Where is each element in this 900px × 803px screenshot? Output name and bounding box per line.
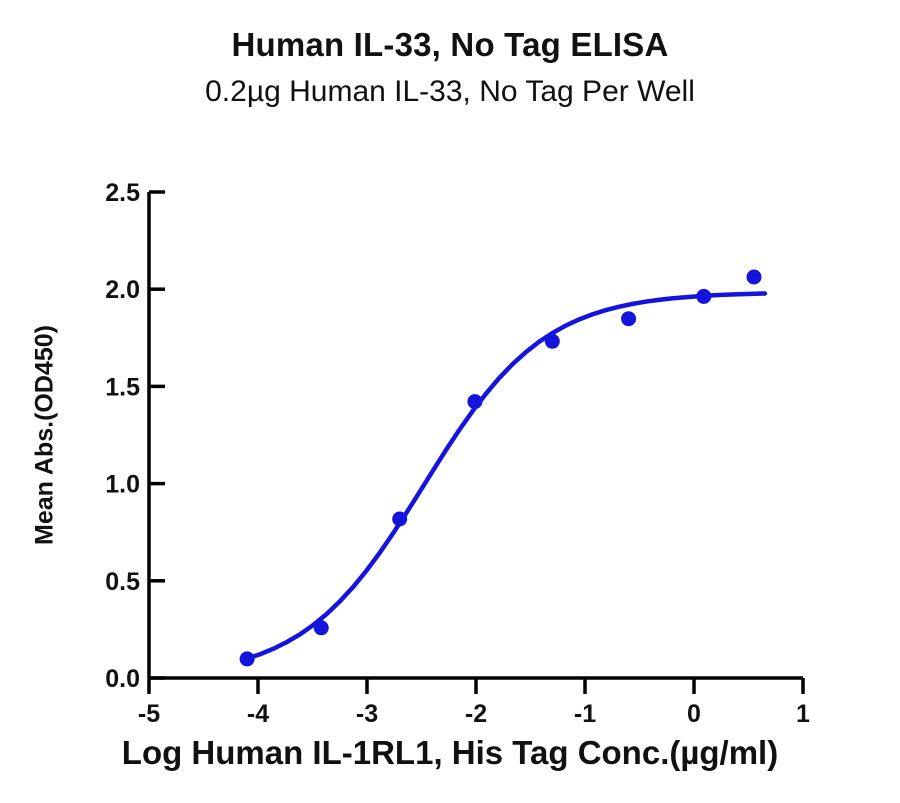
svg-text:-4: -4 <box>247 700 269 728</box>
svg-text:0.0: 0.0 <box>105 665 140 693</box>
svg-text:0.5: 0.5 <box>105 568 140 596</box>
svg-text:-3: -3 <box>356 700 378 728</box>
svg-text:-5: -5 <box>138 700 160 728</box>
svg-text:-1: -1 <box>574 700 596 728</box>
svg-text:1.0: 1.0 <box>105 471 140 499</box>
svg-text:0: 0 <box>687 700 701 728</box>
svg-text:1: 1 <box>796 700 810 728</box>
svg-text:-2: -2 <box>465 700 487 728</box>
svg-text:1.5: 1.5 <box>105 373 140 401</box>
svg-text:2.5: 2.5 <box>105 179 140 207</box>
svg-text:2.0: 2.0 <box>105 276 140 304</box>
